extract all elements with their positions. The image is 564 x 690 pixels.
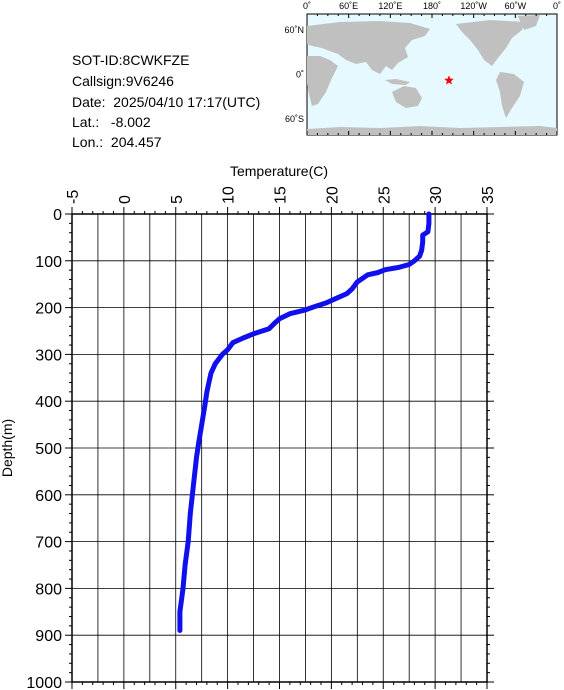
y-tick-label: 200 (35, 301, 62, 318)
landmass-eurasia (307, 21, 430, 74)
sot-id-text: SOT-ID:8CWKFZE (72, 52, 190, 68)
map-lon-label: 60˚W (505, 1, 527, 11)
y-tick-label: 600 (35, 488, 62, 505)
landmass-greenland (518, 15, 540, 30)
lat-text: Lat.: -8.002 (72, 114, 151, 130)
x-tick-label: 20 (324, 186, 341, 204)
lon-text: Lon.: 204.457 (72, 134, 162, 150)
map-latitude-labels: 60˚N 0˚ 60˚S (284, 25, 304, 124)
x-tick-label: 15 (273, 186, 290, 204)
x-tick-label: -5 (65, 190, 82, 204)
x-tick-label: 30 (428, 186, 445, 204)
map-lat-label: 60˚S (285, 114, 304, 124)
date-text: Date: 2025/04/10 17:17(UTC) (72, 94, 261, 110)
landmass-indonesia (385, 79, 410, 85)
temperature-profile-line (177, 211, 432, 633)
x-axis-tick-labels: -5 0 5 10 15 20 25 30 35 (65, 186, 497, 204)
map-lat-label: 60˚N (284, 25, 304, 35)
map-lon-label: 0˚ (303, 1, 311, 11)
map-lon-label: 120˚E (378, 1, 402, 11)
map-lon-label: 120˚W (460, 1, 487, 11)
x-tick-label: 0 (117, 195, 134, 204)
map-lat-label: 0˚ (296, 70, 304, 80)
y-tick-label: 800 (35, 581, 62, 598)
landmass-north-america (456, 20, 525, 66)
y-tick-label: 300 (35, 347, 62, 364)
x-tick-label: 35 (480, 186, 497, 204)
map-longitude-labels: 0˚ 60˚E 120˚E 180˚ 120˚W 60˚W 0˚ (303, 1, 561, 11)
y-tick-label: 1000 (26, 675, 62, 690)
map-lon-label: 60˚E (339, 1, 358, 11)
y-axis-label: Depth(m) (0, 419, 15, 477)
callsign-text: Callsign:9V6246 (72, 73, 174, 89)
y-tick-label: 0 (53, 207, 62, 224)
world-map: 0˚ 60˚E 120˚E 180˚ 120˚W 60˚W 0˚ 60˚N 0˚ 60˚S (284, 1, 561, 136)
map-top-ticks (306, 14, 558, 135)
y-tick-label: 100 (35, 254, 62, 271)
map-lon-label: 180˚ (423, 1, 441, 11)
location-marker-star-icon (444, 75, 454, 85)
x-tick-label: 10 (221, 186, 238, 204)
landmass-australia (392, 86, 422, 108)
landmass-africa (307, 56, 338, 106)
landmass-antarctica (307, 126, 557, 135)
map-lon-label: 0˚ (553, 1, 561, 11)
map-landmasses (307, 15, 557, 135)
y-tick-label: 900 (35, 628, 62, 645)
y-tick-label: 500 (35, 441, 62, 458)
plot-grid (71, 213, 488, 683)
temperature-depth-plot: -5 0 5 10 15 20 25 30 35 01002003004005006007008… (0, 163, 497, 690)
y-tick-label: 700 (35, 535, 62, 552)
x-tick-label: 5 (169, 195, 186, 204)
plot-frame (71, 213, 488, 683)
x-tick-label: 25 (376, 186, 393, 204)
landmass-south-america (496, 72, 524, 118)
y-tick-label: 400 (35, 394, 62, 411)
x-axis-label: Temperature(C) (230, 163, 328, 179)
y-axis-tick-labels: 0 100 200 300 400 500 600 700 800 900 1000 (26, 207, 62, 690)
